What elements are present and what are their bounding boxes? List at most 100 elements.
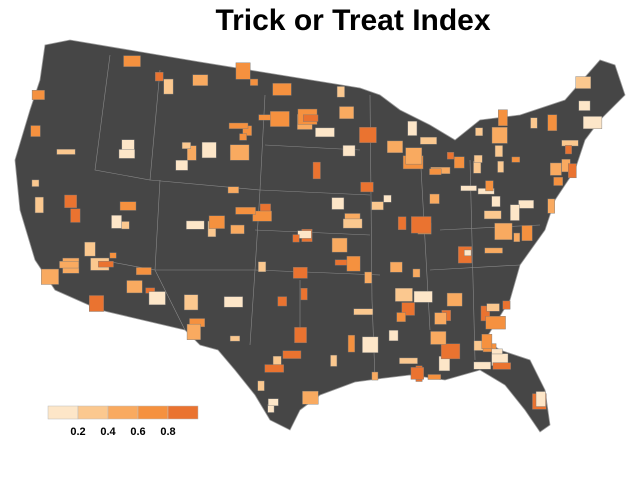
region bbox=[235, 207, 256, 215]
region bbox=[480, 305, 490, 322]
region bbox=[411, 216, 432, 234]
region bbox=[578, 100, 591, 111]
legend-swatch bbox=[47, 405, 79, 420]
region bbox=[498, 109, 508, 127]
region bbox=[413, 290, 433, 303]
state-borders bbox=[94, 54, 541, 379]
region bbox=[282, 350, 302, 359]
region bbox=[186, 323, 201, 340]
region bbox=[510, 204, 520, 221]
region bbox=[360, 181, 374, 193]
region bbox=[272, 83, 292, 96]
region bbox=[388, 330, 399, 342]
region bbox=[491, 196, 501, 207]
region bbox=[575, 76, 592, 89]
region bbox=[397, 216, 407, 230]
region bbox=[446, 292, 463, 307]
region bbox=[565, 145, 572, 155]
region bbox=[390, 261, 403, 273]
region bbox=[364, 271, 373, 284]
region bbox=[513, 232, 521, 242]
region bbox=[454, 156, 465, 169]
legend-tick-label: 0.6 bbox=[130, 426, 145, 438]
region bbox=[230, 224, 245, 235]
region bbox=[491, 127, 508, 144]
region bbox=[481, 333, 493, 349]
region bbox=[401, 302, 415, 316]
region bbox=[34, 196, 44, 214]
region bbox=[371, 201, 384, 211]
legend-swatch bbox=[167, 405, 199, 420]
region bbox=[98, 260, 114, 268]
region bbox=[362, 336, 379, 353]
region bbox=[484, 247, 503, 254]
region bbox=[163, 78, 174, 95]
region bbox=[331, 197, 345, 210]
region bbox=[502, 300, 511, 310]
region bbox=[186, 220, 205, 230]
region bbox=[549, 162, 562, 176]
region bbox=[371, 371, 379, 381]
region bbox=[334, 259, 349, 266]
region bbox=[136, 267, 152, 276]
region bbox=[155, 71, 164, 82]
region bbox=[336, 86, 345, 98]
legend-swatch bbox=[107, 405, 139, 420]
region bbox=[312, 161, 321, 180]
region bbox=[56, 149, 76, 155]
region bbox=[126, 280, 143, 294]
region bbox=[264, 364, 284, 373]
region bbox=[410, 367, 424, 380]
region bbox=[121, 221, 130, 230]
region bbox=[227, 186, 239, 194]
region bbox=[518, 200, 534, 209]
region bbox=[547, 198, 555, 214]
region bbox=[387, 140, 403, 153]
region bbox=[300, 287, 308, 301]
region bbox=[429, 168, 442, 175]
region bbox=[342, 145, 356, 157]
legend-tick-label: 0.4 bbox=[100, 426, 116, 438]
legend-swatch bbox=[77, 405, 109, 420]
region bbox=[399, 357, 418, 364]
region bbox=[547, 114, 558, 131]
region bbox=[175, 160, 188, 171]
region bbox=[440, 343, 461, 360]
region bbox=[475, 127, 483, 136]
region bbox=[297, 230, 312, 239]
region bbox=[277, 296, 287, 307]
region bbox=[64, 194, 77, 209]
region bbox=[228, 122, 249, 129]
region bbox=[420, 136, 437, 145]
region bbox=[492, 362, 511, 370]
region bbox=[561, 140, 579, 147]
region bbox=[430, 331, 447, 345]
legend: 0.2 0.4 0.6 0.8 bbox=[47, 405, 199, 438]
region bbox=[235, 62, 251, 80]
region bbox=[511, 156, 520, 163]
map-title: Trick or Treat Index bbox=[215, 4, 490, 37]
region bbox=[111, 215, 122, 229]
region bbox=[31, 90, 45, 100]
us-outline bbox=[14, 39, 626, 433]
region bbox=[582, 116, 603, 129]
region bbox=[485, 316, 506, 330]
region bbox=[330, 354, 338, 367]
region bbox=[257, 380, 265, 391]
region bbox=[359, 127, 377, 143]
region bbox=[473, 155, 483, 163]
region bbox=[229, 144, 250, 161]
region bbox=[119, 201, 137, 211]
region bbox=[497, 161, 504, 173]
region bbox=[267, 398, 279, 406]
region bbox=[447, 151, 455, 160]
region bbox=[553, 176, 563, 186]
region bbox=[239, 133, 247, 141]
region bbox=[331, 237, 348, 253]
region bbox=[187, 145, 197, 161]
region bbox=[252, 210, 272, 222]
region bbox=[109, 252, 117, 259]
legend-swatch bbox=[137, 405, 169, 420]
region bbox=[535, 391, 546, 407]
